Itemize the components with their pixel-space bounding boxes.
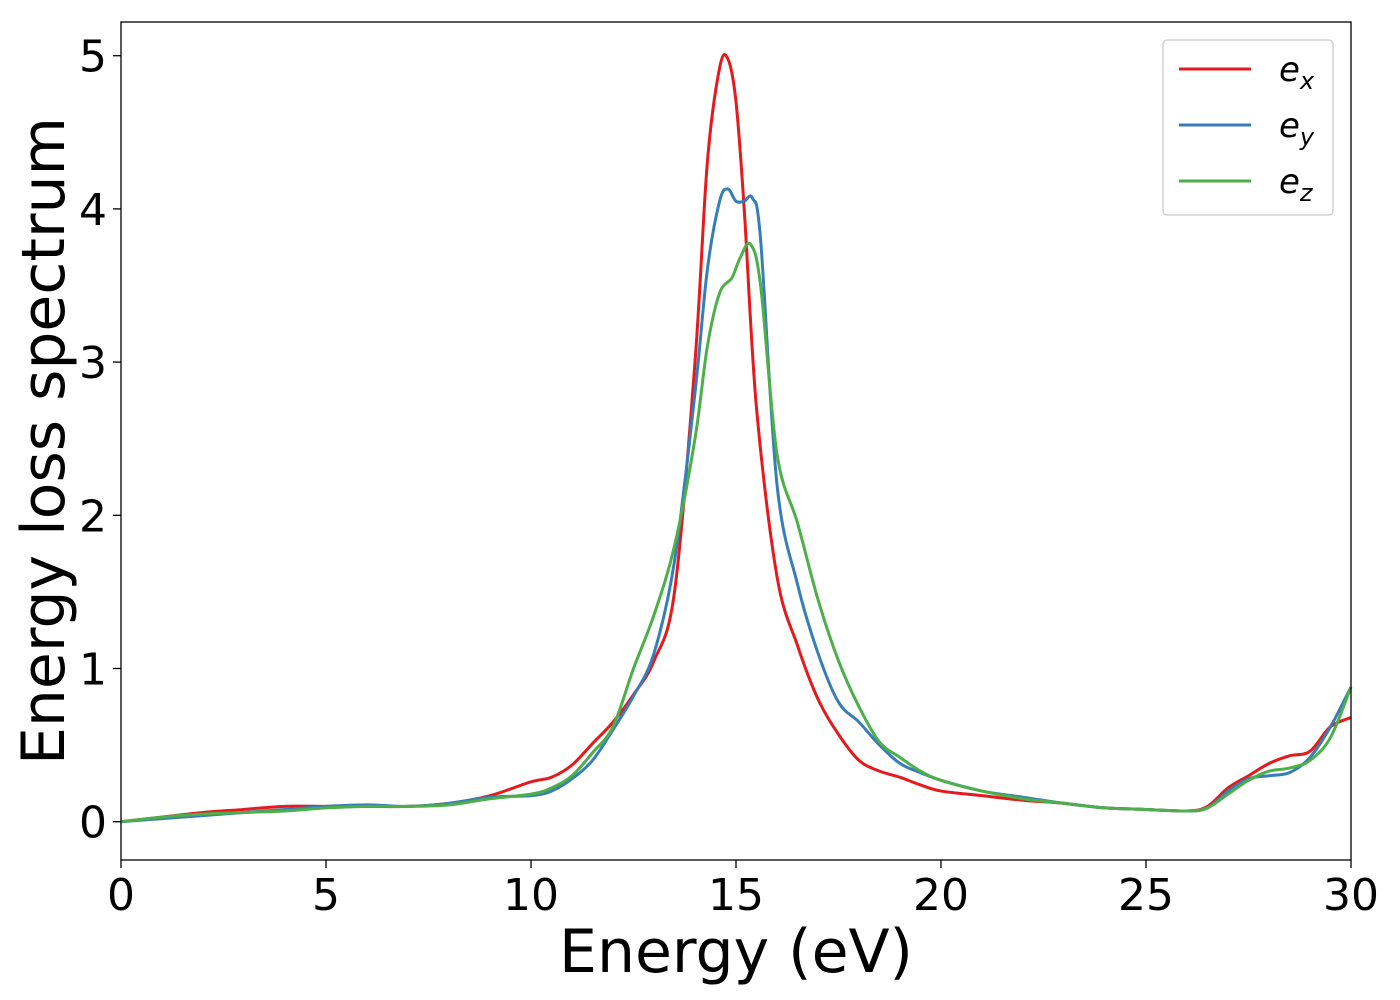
legend: ex ey ez (1162, 39, 1334, 216)
x-tick-label: 25 (1118, 870, 1174, 921)
x-tick-label: 10 (503, 870, 559, 921)
y-tick-label: 3 (79, 338, 107, 389)
y-axis-ticks: 0 1 2 3 4 5 (79, 32, 121, 849)
x-axis-title: Energy (eV) (559, 917, 913, 987)
x-tick-label: 30 (1323, 870, 1379, 921)
x-tick-label: 5 (312, 870, 340, 921)
legend-label-e-y: ey (1279, 106, 1315, 151)
y-tick-label: 2 (79, 491, 107, 542)
legend-label-e-x: ex (1279, 50, 1315, 95)
y-tick-label: 4 (79, 185, 107, 236)
x-axis-ticks: 0 5 10 15 20 25 30 (107, 860, 1379, 921)
x-tick-label: 0 (107, 870, 135, 921)
x-tick-label: 20 (913, 870, 969, 921)
plot-background (121, 22, 1351, 860)
y-tick-label: 5 (79, 32, 107, 83)
series-line-e-z (120, 241, 1353, 824)
x-tick-label: 15 (708, 870, 764, 921)
y-tick-label: 1 (79, 645, 107, 696)
legend-box (1162, 39, 1334, 216)
y-axis-title: Energy loss spectrum (9, 117, 79, 765)
legend-label-e-z: ez (1279, 162, 1314, 207)
y-tick-label: 0 (79, 798, 107, 849)
series-lines (120, 53, 1353, 824)
